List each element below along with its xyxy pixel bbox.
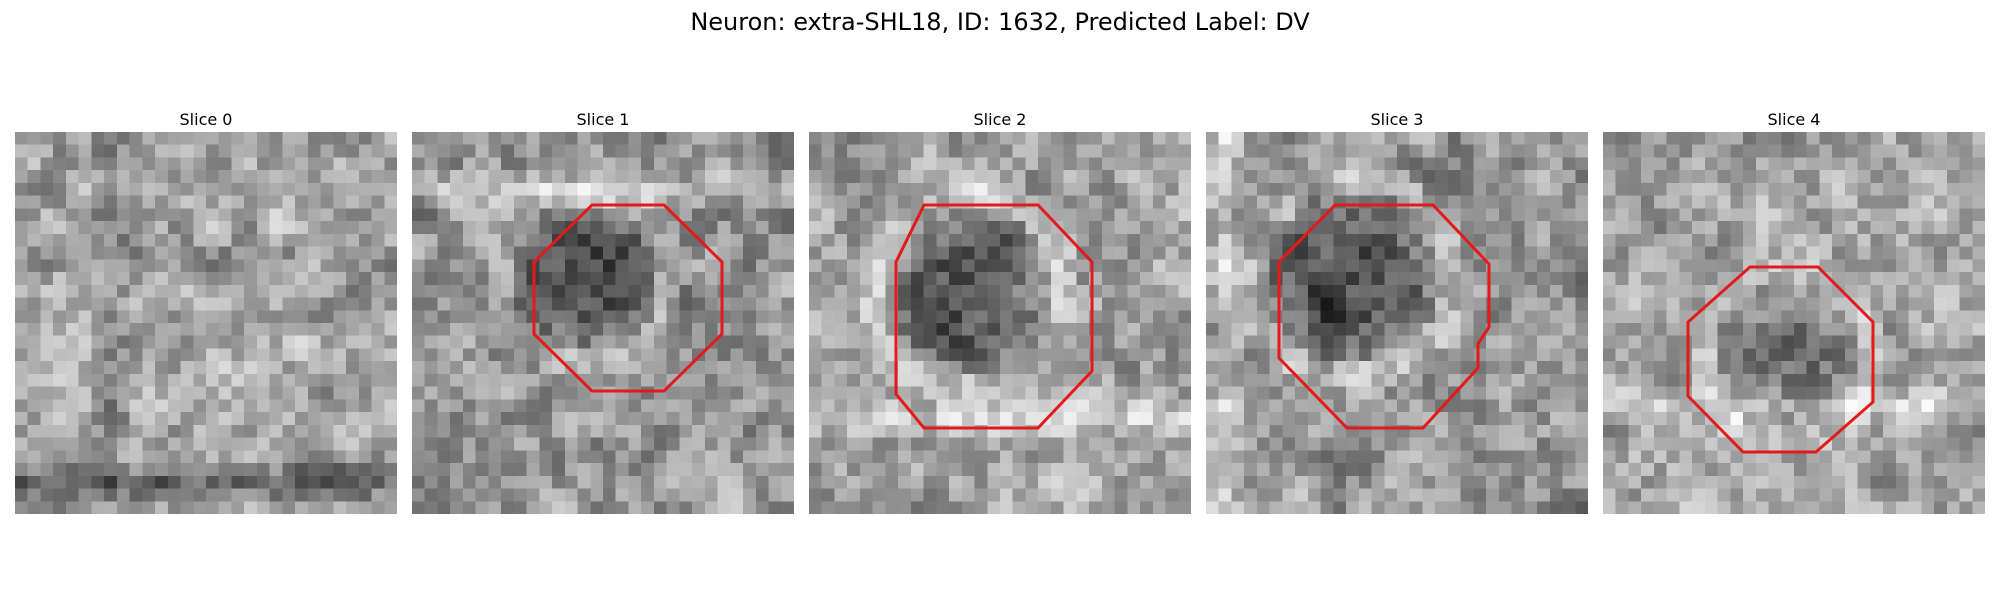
slice-image — [15, 132, 397, 514]
slice-panel-1: Slice 1 — [412, 108, 794, 514]
slice-panel-4: Slice 4 — [1603, 108, 1985, 514]
slice-title: Slice 3 — [1370, 110, 1424, 129]
slice-image-wrapper — [1603, 132, 1985, 514]
roi-outline — [1686, 265, 1875, 454]
figure-title: Neuron: extra-SHL18, ID: 1632, Predicted… — [690, 8, 1310, 36]
slice-title: Slice 2 — [973, 110, 1027, 129]
roi-outline — [532, 203, 724, 393]
slice-image-wrapper — [1206, 132, 1588, 514]
slice-image — [1603, 132, 1985, 514]
slice-panel-3: Slice 3 — [1206, 108, 1588, 514]
slice-image-wrapper — [809, 132, 1191, 514]
slice-panel-2: Slice 2 — [809, 108, 1191, 514]
slice-title: Slice 0 — [179, 110, 233, 129]
slice-title: Slice 4 — [1767, 110, 1821, 129]
slice-image-wrapper — [15, 132, 397, 514]
slice-panel-0: Slice 0 — [15, 108, 397, 514]
slice-image — [1206, 132, 1588, 514]
slice-image — [809, 132, 1191, 514]
roi-outline — [894, 203, 1094, 430]
roi-outline — [1277, 203, 1491, 430]
slice-image — [412, 132, 794, 514]
slice-image-wrapper — [412, 132, 794, 514]
slice-title: Slice 1 — [576, 110, 630, 129]
